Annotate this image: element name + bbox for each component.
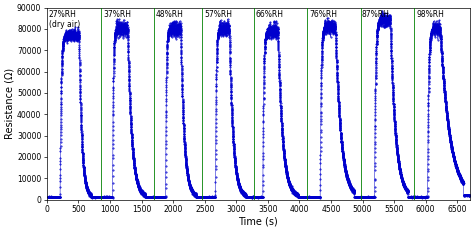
- Text: 98%RH: 98%RH: [416, 10, 444, 19]
- Text: 87%RH: 87%RH: [362, 10, 390, 19]
- Text: 76%RH: 76%RH: [309, 10, 337, 19]
- Text: 27%RH
(dry air): 27%RH (dry air): [49, 10, 80, 29]
- Text: 37%RH: 37%RH: [103, 10, 131, 19]
- Text: 66%RH: 66%RH: [256, 10, 284, 19]
- Y-axis label: Resistance (Ω): Resistance (Ω): [4, 68, 14, 139]
- Text: 57%RH: 57%RH: [204, 10, 232, 19]
- Text: 48%RH: 48%RH: [156, 10, 184, 19]
- X-axis label: Time (s): Time (s): [238, 217, 278, 227]
